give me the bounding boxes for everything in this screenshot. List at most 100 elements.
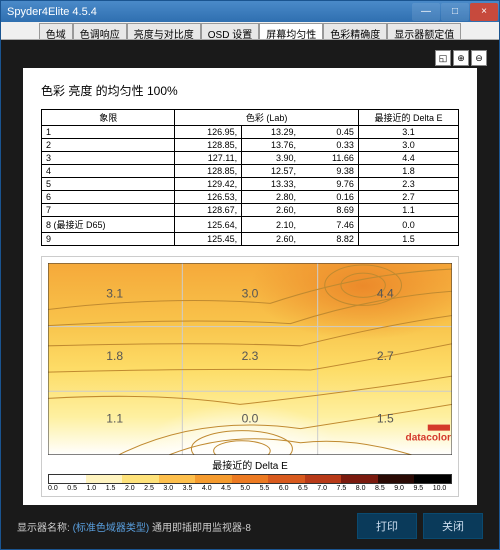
cell-b: 0.45 — [300, 126, 358, 139]
svg-text:1.8: 1.8 — [106, 349, 123, 363]
close-panel-button[interactable]: 关闭 — [423, 513, 483, 539]
svg-text:2.7: 2.7 — [377, 349, 394, 363]
legend-tick: 9.5 — [413, 485, 432, 492]
cell-b: 0.33 — [300, 139, 358, 152]
cell-a: 3.90, — [242, 152, 300, 165]
cell-a: 2.60, — [242, 204, 300, 217]
cell-a: 2.80, — [242, 191, 300, 204]
cell-b: 8.82 — [300, 233, 358, 246]
legend-tick: 6.5 — [298, 485, 317, 492]
cell-deltae: 2.3 — [358, 178, 458, 191]
col-lab: 色彩 (Lab) — [175, 110, 358, 126]
legend-swatch — [122, 475, 159, 483]
info-suffix: 通用即插即用监视器-8 — [149, 523, 251, 534]
tab-4[interactable]: 屏幕均匀性 — [259, 23, 323, 39]
cell-b: 7.46 — [300, 217, 358, 233]
cell-L: 128.85, — [175, 165, 242, 178]
cell-quadrant: 7 — [42, 204, 175, 217]
svg-text:4.4: 4.4 — [377, 286, 394, 300]
legend-swatch — [305, 475, 342, 483]
svg-text:1.1: 1.1 — [106, 412, 123, 426]
col-quadrant: 象限 — [42, 110, 175, 126]
cell-deltae: 3.0 — [358, 139, 458, 152]
cell-a: 2.10, — [242, 217, 300, 233]
table-row: 6126.53,2.80,0.162.7 — [42, 191, 459, 204]
svg-text:1.5: 1.5 — [377, 412, 394, 426]
legend-swatch — [268, 475, 305, 483]
cell-b: 8.69 — [300, 204, 358, 217]
svg-text:3.1: 3.1 — [106, 286, 123, 300]
cell-quadrant: 3 — [42, 152, 175, 165]
window-title: Spyder4Elite 4.5.4 — [7, 6, 412, 18]
cell-b: 9.38 — [300, 165, 358, 178]
legend-tick: 6.0 — [279, 485, 298, 492]
chart-panel: 3.13.04.41.82.32.71.10.01.5datacolor 最接近… — [41, 256, 459, 497]
svg-text:0.0: 0.0 — [242, 412, 259, 426]
uniformity-table: 象限 色彩 (Lab) 最接近的 Delta E 1126.95,13.29,0… — [41, 109, 459, 246]
cell-a: 12.57, — [242, 165, 300, 178]
cell-quadrant: 1 — [42, 126, 175, 139]
cell-quadrant: 8 (最接近 D65) — [42, 217, 175, 233]
cell-a: 13.29, — [242, 126, 300, 139]
tab-2[interactable]: 亮度与对比度 — [127, 23, 201, 39]
zoom-fit-icon[interactable]: ◱ — [435, 50, 451, 66]
legend-swatch — [232, 475, 269, 483]
close-button[interactable]: × — [470, 3, 498, 21]
legend-tick: 1.0 — [86, 485, 105, 492]
table-row: 4128.85,12.57,9.381.8 — [42, 165, 459, 178]
legend-tick: 3.5 — [183, 485, 202, 492]
cell-L: 125.45, — [175, 233, 242, 246]
legend-swatch — [159, 475, 196, 483]
cell-L: 128.67, — [175, 204, 242, 217]
cell-L: 126.95, — [175, 126, 242, 139]
cell-quadrant: 6 — [42, 191, 175, 204]
legend-tick: 8.0 — [356, 485, 375, 492]
tab-5[interactable]: 色彩精确度 — [323, 23, 387, 39]
maximize-button[interactable]: □ — [441, 3, 469, 21]
table-row: 2128.85,13.76,0.333.0 — [42, 139, 459, 152]
svg-text:3.0: 3.0 — [242, 286, 259, 300]
minimize-button[interactable]: — — [412, 3, 440, 21]
cell-L: 129.42, — [175, 178, 242, 191]
print-button[interactable]: 打印 — [357, 513, 417, 539]
cell-deltae: 0.0 — [358, 217, 458, 233]
legend-tick: 1.5 — [106, 485, 125, 492]
cell-L: 126.53, — [175, 191, 242, 204]
svg-text:datacolor: datacolor — [406, 433, 451, 444]
cell-deltae: 1.5 — [358, 233, 458, 246]
legend-tick: 0.0 — [48, 485, 67, 492]
zoom-out-icon[interactable]: ⊖ — [471, 50, 487, 66]
cell-quadrant: 4 — [42, 165, 175, 178]
report-title: 色彩 亮度 的均匀性 100% — [41, 82, 459, 99]
footer-bar: 显示器名称: (标准色域器类型) 通用即插即用监视器-8 打印 关闭 — [7, 509, 493, 543]
legend-swatch — [378, 475, 415, 483]
cell-b: 0.16 — [300, 191, 358, 204]
app-window: Spyder4Elite 4.5.4 — □ × 色域色调响应亮度与对比度OSD… — [0, 0, 500, 550]
document-tools: ◱ ⊕ ⊖ — [435, 50, 487, 66]
legend-ticks: 0.00.51.01.52.02.53.03.54.04.55.05.56.06… — [48, 485, 452, 492]
svg-text:2.3: 2.3 — [242, 349, 259, 363]
legend-tick: 7.5 — [337, 485, 356, 492]
tab-0[interactable]: 色域 — [39, 23, 73, 39]
legend-swatch — [414, 475, 451, 483]
cell-quadrant: 2 — [42, 139, 175, 152]
legend-tick: 4.0 — [202, 485, 221, 492]
tab-6[interactable]: 显示器额定值 — [387, 23, 461, 39]
legend-tick: 7.0 — [317, 485, 336, 492]
legend-tick: 5.0 — [240, 485, 259, 492]
tab-3[interactable]: OSD 设置 — [201, 23, 259, 39]
cell-deltae: 1.8 — [358, 165, 458, 178]
table-row: 8 (最接近 D65)125.64,2.10,7.460.0 — [42, 217, 459, 233]
content-area: ◱ ⊕ ⊖ 色彩 亮度 的均匀性 100% 象限 色彩 (Lab) 最接近的 D… — [1, 40, 499, 549]
cell-b: 11.66 — [300, 152, 358, 165]
col-deltae: 最接近的 Delta E — [358, 110, 458, 126]
table-row: 3127.11,3.90,11.664.4 — [42, 152, 459, 165]
tab-1[interactable]: 色调响应 — [73, 23, 127, 39]
legend-tick: 8.5 — [375, 485, 394, 492]
legend-tick: 10.0 — [433, 485, 452, 492]
heatmap-chart: 3.1 3.0 4.4 1.8 2.3 2.7 1.1 0.0 1.5 datacolor — [48, 263, 452, 455]
monitor-info: 显示器名称: (标准色域器类型) 通用即插即用监视器-8 — [17, 519, 351, 534]
legend-swatch — [86, 475, 123, 483]
zoom-in-icon[interactable]: ⊕ — [453, 50, 469, 66]
cell-a: 2.60, — [242, 233, 300, 246]
